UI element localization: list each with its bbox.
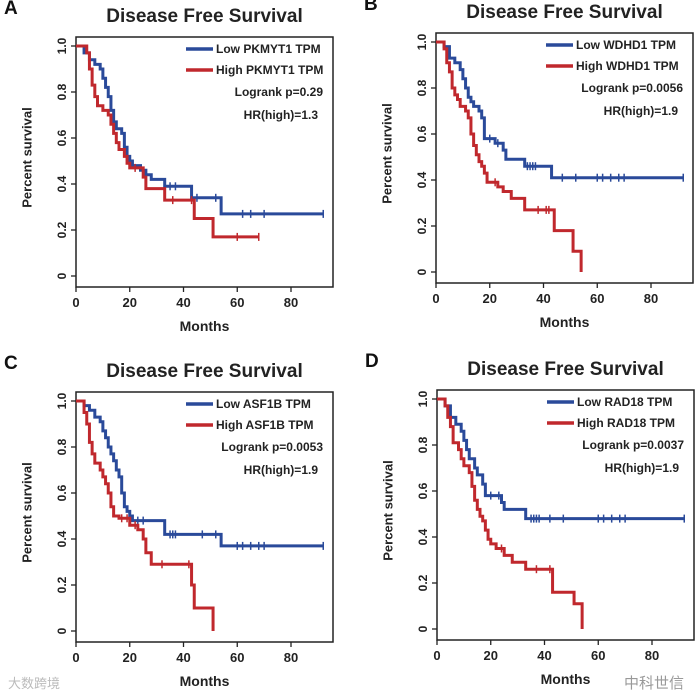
x-tick-label: 20 (123, 650, 137, 665)
y-tick-label: 0.8 (416, 436, 430, 453)
panel-label: D (365, 351, 379, 372)
x-tick-label: 80 (284, 650, 298, 665)
x-tick-label: 20 (484, 648, 498, 663)
y-tick-label: 0.4 (416, 528, 430, 545)
legend-label: High RAD18 TPM (577, 416, 675, 430)
legend-label: High PKMYT1 TPM (216, 63, 323, 77)
legend-label: Low PKMYT1 TPM (216, 42, 321, 56)
y-tick-label: 0.4 (55, 175, 69, 192)
legend-label: Low RAD18 TPM (577, 395, 672, 409)
hazard-ratio: HR(high)=1.9 (605, 461, 680, 475)
km-plot: 0 20 40 60 80 0 0.2 0.4 0.6 0.8 1.0 Low ASF1B TPM Hi… (55, 391, 334, 665)
survival-curve-low (436, 40, 684, 180)
panel-a: A Disease Free Survival Percent survival Mo… (0, 0, 350, 345)
chart-title: Disease Free Survival (106, 361, 303, 382)
x-tick-label: 60 (230, 650, 244, 665)
hazard-ratio: HR(high)=1.3 (244, 108, 319, 122)
x-tick-label: 40 (176, 650, 190, 665)
x-tick-label: 80 (645, 648, 659, 663)
km-plot: 0 20 40 60 80 0 0.2 0.4 0.6 0.8 1.0 Low WDHD1 TPM Hi… (415, 32, 694, 306)
y-tick-label: 0.2 (55, 221, 69, 238)
panel-c: C Disease Free Survival Percent survival Mo… (0, 353, 350, 700)
y-tick-label: 0.4 (415, 171, 429, 188)
x-tick-label: 20 (123, 295, 137, 310)
x-tick-label: 80 (284, 295, 298, 310)
legend-label: High WDHD1 TPM (576, 59, 679, 73)
x-tick-label: 40 (536, 291, 550, 306)
logrank-pvalue: Logrank p=0.29 (235, 85, 324, 99)
km-plot: 0 20 40 60 80 0 0.2 0.4 0.6 0.8 1.0 Low PKMYT1 TPM H… (55, 36, 334, 310)
y-tick-label: 1.0 (416, 390, 430, 407)
km-plot: 0 20 40 60 80 0 0.2 0.4 0.6 0.8 1.0 Low RAD18 TPM Hi… (416, 389, 695, 663)
plot-frame (435, 32, 694, 284)
plot-frame (75, 391, 334, 643)
y-tick-label: 0 (416, 625, 430, 632)
chart-title: Disease Free Survival (466, 2, 663, 23)
y-tick-label: 0.6 (416, 482, 430, 499)
legend-label: Low ASF1B TPM (216, 397, 311, 411)
survival-curve-low (76, 399, 324, 548)
y-tick-label: 0.6 (415, 125, 429, 142)
y-tick-label: 0 (55, 627, 69, 634)
y-tick-label: 1.0 (55, 37, 69, 54)
panel-b: B Disease Free Survival Percent survival Mo… (360, 0, 700, 341)
x-axis-label: Months (179, 673, 230, 689)
legend-label: Low WDHD1 TPM (576, 38, 676, 52)
y-tick-label: 0.6 (55, 129, 69, 146)
chart-title: Disease Free Survival (106, 6, 303, 27)
plot-frame (75, 36, 334, 288)
logrank-pvalue: Logrank p=0.0037 (582, 438, 684, 452)
y-tick-label: 0.2 (416, 574, 430, 591)
hazard-ratio: HR(high)=1.9 (604, 104, 679, 118)
watermark-right: 中科世信 (624, 675, 685, 692)
survival-curve-high (76, 44, 259, 239)
x-axis-label: Months (540, 671, 591, 687)
x-axis-label: Months (179, 318, 230, 334)
watermark-left: 大数跨境 (8, 676, 61, 691)
panel-label: A (4, 0, 18, 19)
y-tick-label: 0.8 (415, 79, 429, 96)
x-tick-label: 60 (591, 648, 605, 663)
chart-title: Disease Free Survival (467, 359, 664, 380)
y-tick-label: 1.0 (55, 392, 69, 409)
panel-d: D Disease Free Survival Percent survival Mo… (361, 351, 700, 698)
x-tick-label: 0 (72, 650, 79, 665)
x-tick-label: 0 (432, 291, 439, 306)
y-tick-label: 0.6 (55, 484, 69, 501)
hazard-ratio: HR(high)=1.9 (244, 463, 319, 477)
y-tick-label: 0.2 (415, 217, 429, 234)
survival-curve-high (437, 397, 584, 629)
y-tick-label: 0 (415, 268, 429, 275)
x-tick-label: 60 (230, 295, 244, 310)
survival-curve-low (76, 44, 324, 216)
x-axis-label: Months (539, 314, 590, 330)
survival-curve-low (437, 397, 685, 521)
y-tick-label: 0.8 (55, 438, 69, 455)
x-tick-label: 80 (644, 291, 658, 306)
survival-curve-high (76, 399, 215, 631)
y-tick-label: 1.0 (415, 33, 429, 50)
plot-frame (436, 389, 695, 641)
x-tick-label: 60 (590, 291, 604, 306)
y-tick-label: 0.8 (55, 83, 69, 100)
x-tick-label: 20 (483, 291, 497, 306)
x-tick-label: 0 (433, 648, 440, 663)
x-tick-label: 0 (72, 295, 79, 310)
y-tick-label: 0.4 (55, 530, 69, 547)
x-tick-label: 40 (176, 295, 190, 310)
survival-curve-high (436, 40, 583, 272)
legend-label: High ASF1B TPM (216, 418, 314, 432)
y-tick-label: 0 (55, 272, 69, 279)
x-tick-label: 40 (537, 648, 551, 663)
panel-label: C (4, 353, 18, 374)
logrank-pvalue: Logrank p=0.0053 (221, 440, 323, 454)
logrank-pvalue: Logrank p=0.0056 (581, 81, 683, 95)
panel-label: B (364, 0, 378, 15)
y-tick-label: 0.2 (55, 576, 69, 593)
